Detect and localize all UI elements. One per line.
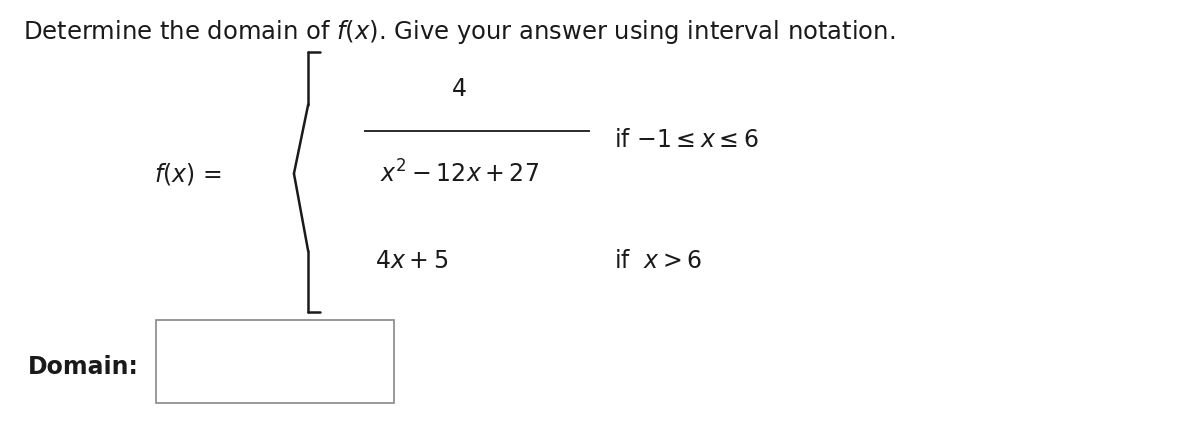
Text: if $-1 \leq x \leq 6$: if $-1 \leq x \leq 6$ [614,128,758,152]
Text: Domain:: Domain: [27,355,138,379]
Text: if  $x > 6$: if $x > 6$ [614,249,702,273]
Text: $f(x)$ =: $f(x)$ = [154,160,222,187]
Text: Determine the domain of $f(x)$. Give your answer using interval notation.: Determine the domain of $f(x)$. Give you… [23,18,895,46]
Text: $x^2 - 12x + 27$: $x^2 - 12x + 27$ [380,160,539,187]
FancyBboxPatch shape [156,320,393,403]
Text: 4: 4 [452,77,467,101]
Text: $4x + 5$: $4x + 5$ [375,249,448,273]
